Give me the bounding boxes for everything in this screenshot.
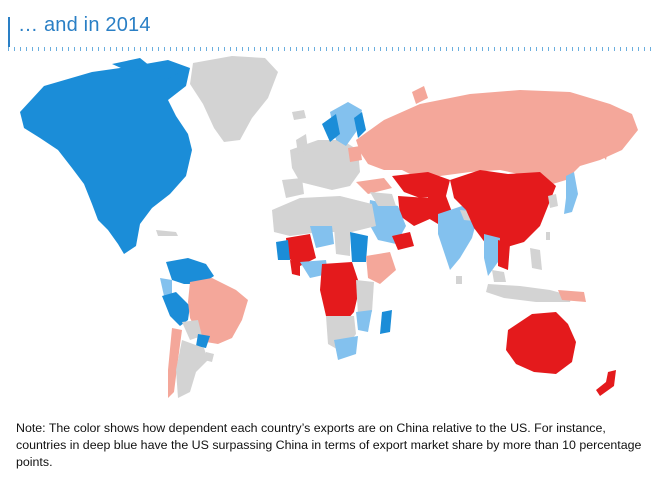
- footnote: Note: The color shows how dependent each…: [16, 421, 642, 469]
- ethiopia-somalia-region: [366, 252, 396, 284]
- nigeria-region: [300, 260, 328, 278]
- paraguay-region: [196, 334, 210, 348]
- greenland-region: [190, 56, 278, 142]
- iberia-region: [282, 178, 304, 198]
- west-africa-region: [276, 240, 290, 260]
- central-africa-region: [320, 262, 360, 330]
- iceland-region: [292, 110, 306, 120]
- malaysia-region: [492, 270, 506, 282]
- finland-region: [354, 112, 366, 138]
- title-tick-rule: [8, 47, 653, 51]
- papua-region: [558, 290, 586, 302]
- kamchatka-region: [596, 128, 610, 160]
- header: … and in 2014: [0, 0, 658, 52]
- south-africa-region: [334, 336, 358, 360]
- vietnam-region: [498, 240, 510, 270]
- russia-region: [356, 90, 638, 186]
- mozambique-region: [356, 310, 372, 332]
- brazil-region: [188, 278, 248, 344]
- argentina-region: [176, 340, 208, 398]
- uruguay-region: [204, 352, 214, 362]
- iran-region: [398, 196, 432, 226]
- norway-region: [322, 114, 340, 142]
- page-title: … and in 2014: [18, 14, 151, 36]
- novaya-zemlya-region: [412, 86, 428, 104]
- madagascar-region: [380, 310, 392, 334]
- china-region: [450, 170, 556, 248]
- sri-lanka-region: [456, 276, 462, 284]
- mali-region: [286, 234, 316, 266]
- north-africa-region: [272, 196, 376, 236]
- ecuador-region: [160, 278, 172, 296]
- bolivia-region: [182, 320, 202, 340]
- australia-region: [506, 312, 576, 374]
- philippines-region: [530, 248, 542, 270]
- taiwan-region: [546, 232, 550, 240]
- world-map: [20, 56, 638, 398]
- japan-region: [564, 172, 578, 214]
- chad-region: [334, 228, 350, 256]
- arctic-islands-region: [152, 64, 180, 80]
- gulf-coast-region: [290, 260, 300, 276]
- baltic-region: [348, 146, 362, 162]
- east-africa-region: [356, 280, 374, 316]
- india-region: [438, 206, 478, 270]
- caribbean-region: [156, 230, 178, 236]
- iraq-syria-region: [370, 192, 396, 206]
- title-accent-bar: [8, 17, 10, 47]
- yemen-oman-region: [392, 232, 414, 250]
- central-asia-region: [392, 172, 450, 198]
- turkey-region: [356, 178, 392, 194]
- peru-region: [162, 292, 190, 326]
- colombia-venezuela-region: [166, 258, 214, 284]
- arabia-region: [368, 200, 406, 244]
- arctic-islands-region: [112, 58, 150, 72]
- niger-region: [310, 226, 334, 248]
- new-zealand-region: [596, 370, 616, 396]
- uk-region: [296, 134, 308, 154]
- europe-region: [290, 140, 360, 190]
- indonesia-region: [486, 284, 572, 302]
- chile-region: [168, 328, 182, 398]
- north-america-region: [20, 60, 192, 254]
- korea-region: [548, 194, 558, 208]
- myanmar-thailand-region: [484, 234, 500, 276]
- sudan-region: [350, 232, 368, 262]
